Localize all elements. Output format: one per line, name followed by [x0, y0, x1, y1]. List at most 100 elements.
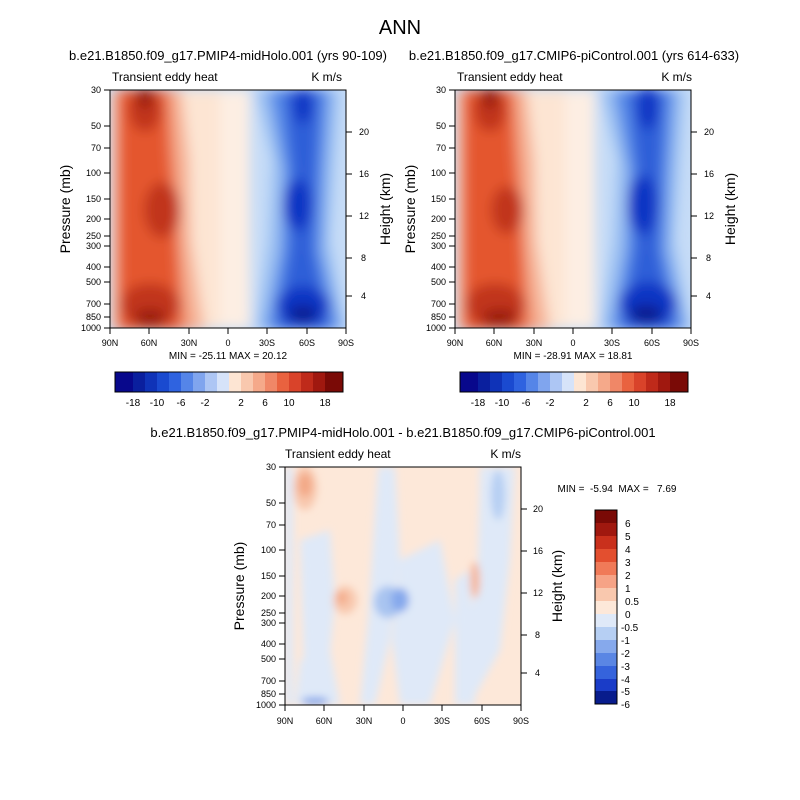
- x-tick-label: 30S: [259, 338, 275, 348]
- panel-left-label: Transient eddy heat: [112, 70, 218, 84]
- y-tick-label: 700: [261, 676, 276, 686]
- y-tick-label: 50: [436, 121, 446, 131]
- x-tick-label: 30N: [356, 716, 373, 726]
- y-tick-label: 150: [261, 571, 276, 581]
- colorbar-label: 10: [283, 398, 295, 409]
- colorbar-label: -6: [522, 398, 531, 409]
- x-tick-label: 60N: [316, 716, 333, 726]
- y-tick-label: 70: [266, 520, 276, 530]
- y-tick-label: 250: [86, 231, 101, 241]
- colorbar-label: 6: [262, 398, 268, 409]
- y2-axis: 4 8 12 16 20 Height (km): [691, 127, 738, 301]
- x-tick-label: 30S: [434, 716, 450, 726]
- x-tick-label: 90S: [683, 338, 699, 348]
- x-tick-label: 90N: [102, 338, 119, 348]
- colorbar-label: -10: [150, 398, 165, 409]
- colorbar-label: -10: [495, 398, 510, 409]
- y2-tick-label: 16: [533, 546, 543, 556]
- y-ticks: [104, 89, 110, 329]
- x-axis: 90N 60N 30N 0 30S 60S 90S: [447, 328, 699, 348]
- colorbar-label: 10: [628, 398, 640, 409]
- y-tick-label: 400: [86, 262, 101, 272]
- colorbar-label: 6: [625, 519, 631, 530]
- y2-axis-title: Height (km): [549, 550, 565, 622]
- y-tick-label: 50: [91, 121, 101, 131]
- colorbar-label: 18: [664, 398, 676, 409]
- y2-tick-label: 4: [361, 291, 366, 301]
- panel-units: K m/s: [311, 70, 342, 84]
- x-tick-label: 60S: [474, 716, 490, 726]
- y-tick-label: 150: [86, 194, 101, 204]
- y-tick-label: 500: [261, 654, 276, 664]
- y-tick-label: 150: [431, 194, 446, 204]
- panel-units: K m/s: [490, 447, 521, 461]
- x-tick-label: 60N: [486, 338, 503, 348]
- y2-tick-label: 12: [359, 211, 369, 221]
- x-tick-label: 90S: [513, 716, 529, 726]
- x-tick-label: 90N: [277, 716, 294, 726]
- panel-title: b.e21.B1850.f09_g17.PMIP4-midHolo.001 (y…: [69, 48, 387, 63]
- colorbar-label: 5: [625, 532, 631, 543]
- y-tick-label: 200: [261, 591, 276, 601]
- y2-tick-label: 12: [533, 588, 543, 598]
- y-tick-label: 100: [431, 168, 446, 178]
- y2-tick-label: 4: [535, 668, 540, 678]
- x-axis: 90N 60N 30N 0 30S 60S 90S: [102, 328, 354, 348]
- y-tick-label: 700: [431, 299, 446, 309]
- y-tick-label: 100: [261, 545, 276, 555]
- y-tick-label: 200: [86, 214, 101, 224]
- panel-left-label: Transient eddy heat: [457, 70, 563, 84]
- x-tick-label: 30N: [181, 338, 198, 348]
- heatmap-field: [455, 90, 691, 328]
- y-tick-label: 70: [436, 143, 446, 153]
- y-tick-label: 1000: [256, 700, 276, 710]
- colorbar-label: -3: [621, 662, 630, 673]
- colorbar: -18 -10 -6 -2 2 6 10 18: [459, 371, 689, 409]
- colorbar-label: -6: [177, 398, 186, 409]
- x-tick-label: 0: [400, 716, 405, 726]
- colorbar-label: 1: [625, 584, 631, 595]
- x-tick-label: 60S: [299, 338, 315, 348]
- y-tick-label: 850: [261, 689, 276, 699]
- colorbar-vertical: 6 5 4 3 2 1 0.5 0 -0.5 -1 -2 -3 -4 -5 -6: [594, 509, 639, 711]
- x-tick-label: 90N: [447, 338, 464, 348]
- x-tick-label: 60S: [644, 338, 660, 348]
- colorbar-label: 2: [625, 571, 631, 582]
- colorbar: -18 -10 -6 -2 2 6 10 18: [114, 371, 344, 409]
- y-tick-label: 300: [86, 241, 101, 251]
- x-tick-label: 60N: [141, 338, 158, 348]
- panel-picontrol: b.e21.B1850.f09_g17.CMIP6-piControl.001 …: [402, 48, 739, 409]
- min-max-stats: MIN = -5.94 MAX = 7.69: [558, 484, 677, 495]
- y2-tick-label: 8: [706, 253, 711, 263]
- y-tick-label: 30: [266, 462, 276, 472]
- y2-axis-title: Height (km): [722, 173, 738, 245]
- heatmap-field: [110, 90, 346, 328]
- panel-units: K m/s: [661, 70, 692, 84]
- y-tick-label: 850: [86, 312, 101, 322]
- y2-axis-title: Height (km): [377, 173, 393, 245]
- colorbar-label: -5: [621, 687, 630, 698]
- y-tick-label: 30: [436, 85, 446, 95]
- colorbar-label: 0: [625, 610, 631, 621]
- y-tick-label: 500: [431, 277, 446, 287]
- x-tick-label: 30N: [526, 338, 543, 348]
- x-tick-label: 90S: [338, 338, 354, 348]
- y-axis-title: Pressure (mb): [402, 165, 418, 254]
- y-tick-label: 250: [431, 231, 446, 241]
- y-tick-label: 200: [431, 214, 446, 224]
- y2-tick-label: 12: [704, 211, 714, 221]
- y-tick-label: 50: [266, 498, 276, 508]
- y-tick-label: 500: [86, 277, 101, 287]
- x-tick-label: 0: [225, 338, 230, 348]
- colorbar-label: -18: [126, 398, 141, 409]
- y-axis-title: Pressure (mb): [231, 542, 247, 631]
- heatmap-field: [285, 467, 521, 705]
- colorbar-label: 6: [607, 398, 613, 409]
- y2-tick-label: 16: [359, 169, 369, 179]
- panel-left-label: Transient eddy heat: [285, 447, 391, 461]
- colorbar-label: 2: [238, 398, 244, 409]
